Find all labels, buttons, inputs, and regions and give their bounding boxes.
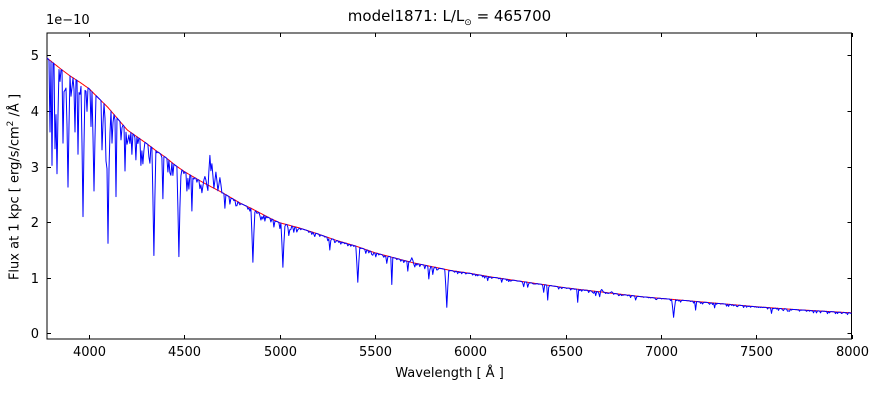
continuum-line (46, 57, 852, 314)
x-tick-label: 8000 (836, 345, 869, 360)
y-tick-label: 5 (31, 49, 39, 64)
spectrum-line (46, 57, 852, 318)
y-tick-label: 4 (31, 105, 39, 120)
x-tick-label: 5000 (264, 345, 297, 360)
y-axis-label: Flux at 1 kpc [ erg/s/cm2 /Å ] (6, 6, 24, 368)
x-tick-label: 4500 (168, 345, 201, 360)
y-tick-label: 0 (31, 327, 39, 342)
x-tick-label: 5500 (359, 345, 392, 360)
y-axis-label-exponent: 2 (6, 120, 16, 127)
plot-title: model1871: L/L⊙ = 465700 (47, 7, 852, 28)
plot-title-text: model1871: L/L (347, 7, 465, 25)
x-tick-label: 4000 (73, 345, 106, 360)
y-axis-offset-factor: 1e−10 (46, 13, 90, 28)
x-tick-label: 6000 (454, 345, 487, 360)
axes-frame (46, 32, 852, 340)
y-tick-label: 3 (31, 161, 39, 176)
x-tick-label: 7000 (645, 345, 678, 360)
plot-title-value: = 465700 (471, 7, 552, 25)
y-axis-label-unit: /Å ] (7, 93, 23, 121)
x-tick-label: 7500 (740, 345, 773, 360)
y-axis-label-text: Flux at 1 kpc [ erg/s/cm (7, 126, 23, 281)
x-tick-label: 6500 (550, 345, 583, 360)
x-axis-label: Wavelength [ Å ] (395, 366, 504, 381)
sun-symbol: ⊙ (464, 18, 472, 28)
y-tick-label: 2 (31, 216, 39, 231)
y-tick-label: 1 (31, 272, 39, 287)
